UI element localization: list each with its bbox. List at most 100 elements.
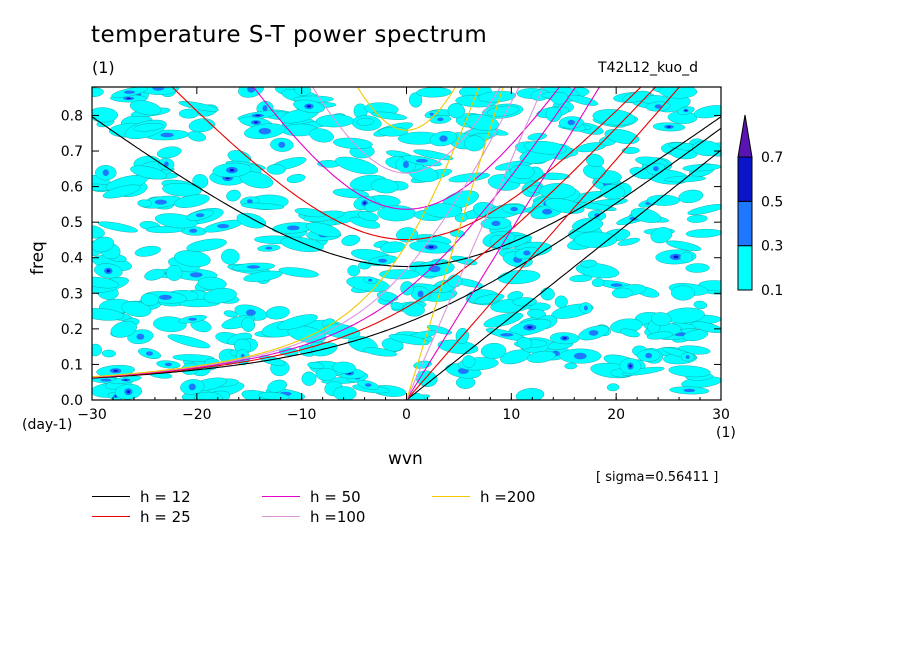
contour-patch xyxy=(464,135,485,152)
contour-patch xyxy=(335,156,379,175)
contour-patch-high xyxy=(286,225,300,231)
contour-patch-high xyxy=(247,87,255,93)
contour-patch xyxy=(266,164,286,175)
contour-patch-high xyxy=(429,112,434,116)
contour-patch-high xyxy=(523,250,531,256)
contour-patch xyxy=(545,106,562,123)
x-axis-unit: (1) xyxy=(716,425,736,441)
contour-patch xyxy=(651,312,672,326)
contour-patch xyxy=(554,295,568,309)
contour-patch-peak xyxy=(428,245,434,249)
contour-patch xyxy=(243,270,283,282)
y-tick-label: 0.0 xyxy=(61,393,83,409)
legend-label: h =200 xyxy=(480,488,536,506)
contour-patch xyxy=(133,123,164,132)
contour-patch-high xyxy=(500,333,514,337)
contour-patch xyxy=(144,268,165,281)
contour-patch xyxy=(685,228,721,238)
chart-subtitle-left: (1) xyxy=(92,58,115,77)
legend-swatch xyxy=(92,496,130,497)
legend-swatch xyxy=(92,516,130,517)
contour-patch xyxy=(691,321,721,333)
contour-patch xyxy=(604,128,640,145)
contour-patch-high xyxy=(510,206,518,212)
contour-patch-high xyxy=(164,362,172,367)
contour-patch-high xyxy=(189,228,198,233)
contour-patch xyxy=(683,329,709,342)
contour-patch-peak xyxy=(126,390,130,394)
contour-patch-peak xyxy=(307,105,311,108)
contour-patch-high xyxy=(124,90,135,94)
contour-patch-peak xyxy=(253,121,258,124)
contour-patch xyxy=(92,107,118,123)
y-tick-label: 0.5 xyxy=(61,215,83,231)
contour-patch xyxy=(668,365,711,378)
x-tick-label: −20 xyxy=(182,407,212,423)
contour-patch xyxy=(121,301,152,317)
contour-patch xyxy=(173,194,210,208)
x-tick-label: 0 xyxy=(402,407,411,423)
sigma-note: [ sigma=0.56411 ] xyxy=(596,470,719,485)
contour-patch xyxy=(267,379,287,393)
contour-patch xyxy=(92,343,102,357)
contour-patch xyxy=(186,238,227,252)
contour-patch xyxy=(347,264,360,277)
x-tick-label: 20 xyxy=(607,407,625,423)
contour-patch-high xyxy=(100,378,112,382)
contour-patch xyxy=(685,263,710,273)
contour-patch xyxy=(305,222,341,238)
contour-patch-high xyxy=(146,351,153,356)
dispersion-curve-h200 xyxy=(92,87,480,378)
contour-patch-peak xyxy=(363,201,367,205)
contour-patch-high xyxy=(610,283,623,287)
contour-patch xyxy=(650,227,673,244)
contour-patch xyxy=(621,147,640,154)
contour-patch xyxy=(307,361,325,370)
contour-patch xyxy=(130,165,168,180)
contour-patch xyxy=(167,334,211,349)
contour-patch xyxy=(416,87,452,98)
colorbar-label: 0.7 xyxy=(761,150,783,166)
x-tick-label: −30 xyxy=(77,407,107,423)
y-tick-label: 0.4 xyxy=(61,251,83,267)
contour-patch-high xyxy=(102,169,109,176)
contour-patch xyxy=(239,171,274,189)
contour-patch xyxy=(480,342,507,360)
contour-patch-high xyxy=(685,355,690,359)
contour-patch-peak xyxy=(684,109,688,112)
chart-title: temperature S-T power spectrum xyxy=(91,22,488,48)
contour-patch xyxy=(606,383,620,392)
contour-patch xyxy=(527,350,556,363)
dispersion-curve-h25 xyxy=(406,87,681,400)
contour-patch xyxy=(617,237,640,246)
contour-patch xyxy=(413,149,454,161)
y-axis-unit: (day-1) xyxy=(22,417,73,433)
contour-patch-high xyxy=(402,161,409,168)
contour-patch-high xyxy=(417,290,424,298)
dispersion-curve-h200 xyxy=(405,87,504,400)
contour-patch xyxy=(140,292,159,307)
contour-patch xyxy=(333,386,357,400)
contour-patch-high xyxy=(246,309,256,316)
contour-patch xyxy=(426,325,452,335)
contour-patch xyxy=(241,202,285,210)
contour-patch-high xyxy=(265,246,273,250)
contour-patch-high xyxy=(136,333,145,340)
contour-patch-peak xyxy=(229,168,235,172)
dispersion-curve-h50 xyxy=(252,87,561,210)
chart-subtitle-right: T42L12_kuo_d xyxy=(598,60,698,76)
contour-patch xyxy=(509,164,535,180)
contour-patch-peak xyxy=(114,395,117,398)
contour-patch xyxy=(483,312,524,328)
contour-patch-peak xyxy=(629,364,632,368)
contour-patch xyxy=(197,276,227,291)
contour-patch-high xyxy=(262,105,268,112)
colorbar-label: 0.5 xyxy=(761,194,783,210)
contour-patch-high xyxy=(594,213,600,218)
contour-patch xyxy=(258,391,290,400)
x-tick-label: 30 xyxy=(712,407,730,423)
contour-patch xyxy=(371,111,408,120)
contour-patch-high xyxy=(368,278,373,282)
contour-patch xyxy=(241,390,284,400)
colorbar-segment xyxy=(737,200,753,247)
